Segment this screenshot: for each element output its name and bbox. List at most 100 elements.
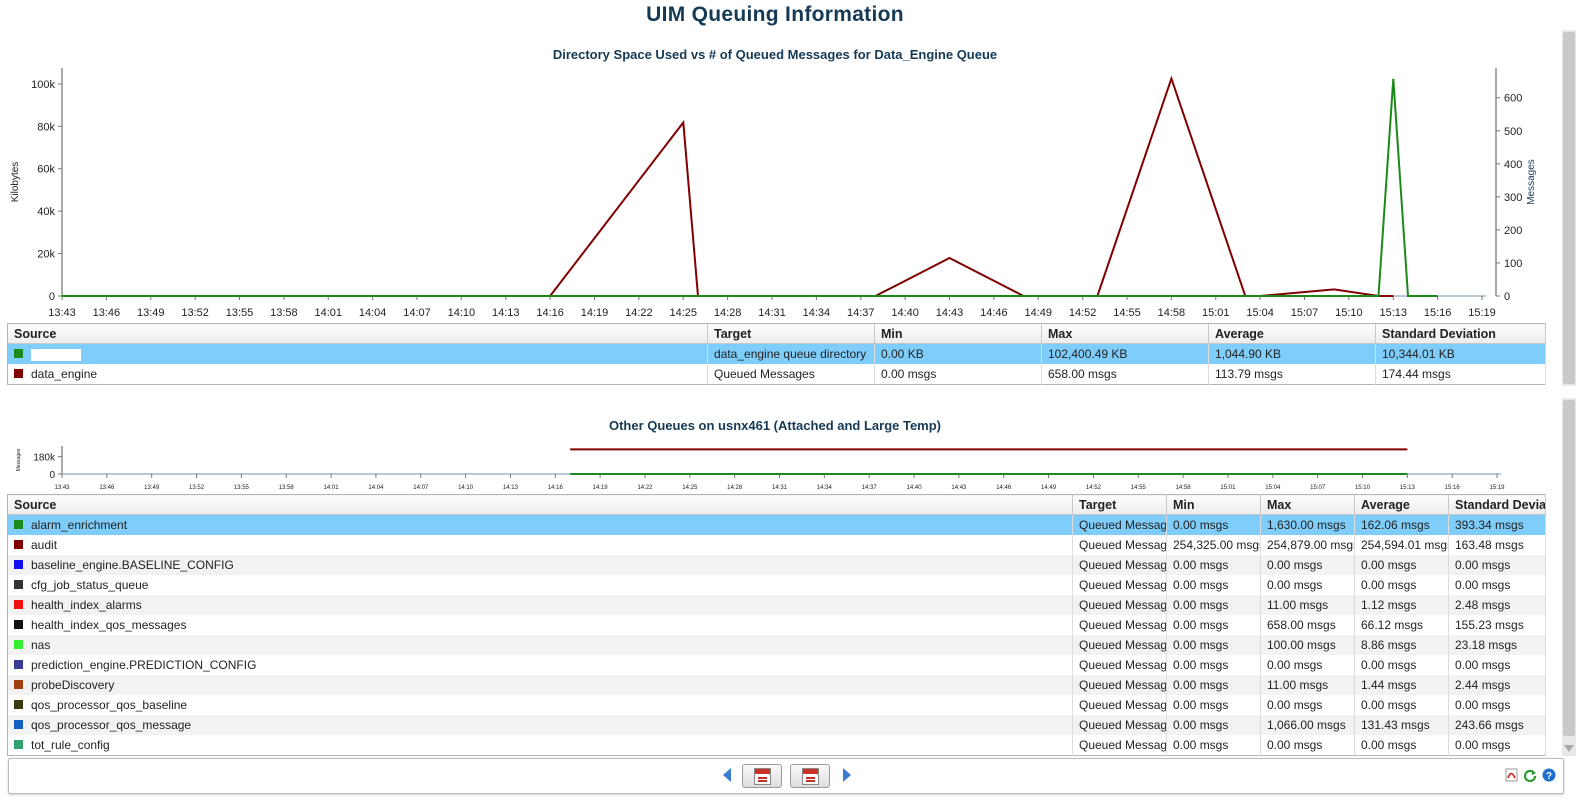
std-dev-cell: 10,344.01 KB	[1375, 343, 1546, 364]
x-tick-label: 14:10	[458, 485, 474, 491]
y-tick-label: 80k	[37, 121, 55, 133]
x-tick-label: 14:07	[403, 307, 431, 319]
x-tick-label: 15:04	[1265, 485, 1281, 491]
x-tick-label: 15:10	[1335, 307, 1363, 319]
chart2-plot: 13:43 13:46 13:49 13:52 13:55 13:58 14:01 14:04…	[16, 446, 1505, 491]
bottom-scrollbar-thumb[interactable]	[1563, 400, 1575, 736]
y2-tick-label: 600	[1504, 93, 1522, 105]
series-line	[62, 78, 1438, 297]
max-cell: 0.00 msgs	[1260, 735, 1355, 756]
average-cell: 162.06 msgs	[1354, 514, 1449, 535]
x-tick-label: 14:46	[980, 307, 1008, 319]
prev-arrow-icon[interactable]	[723, 768, 731, 782]
column-header[interactable]: Average	[1208, 323, 1376, 344]
column-header[interactable]: Standard Deviation	[1448, 494, 1546, 515]
table-row[interactable]: qos_processor_qos_baseline Queued Message…	[7, 695, 1546, 715]
top-scrollbar-thumb[interactable]	[1563, 32, 1575, 384]
max-cell: 0.00 msgs	[1260, 575, 1355, 595]
target-cell: Queued Messages	[1072, 675, 1167, 695]
column-header[interactable]: Min	[874, 323, 1042, 344]
scroll-down-icon[interactable]	[1564, 745, 1574, 752]
start-date-button[interactable]	[742, 764, 782, 788]
min-cell: 0.00 msgs	[1166, 675, 1261, 695]
table-row[interactable]: data_engine Queued Messages 0.00 msgs 658.0…	[7, 364, 1546, 385]
x-tick-label: 14:01	[324, 485, 340, 491]
column-header[interactable]: Standard Deviation	[1375, 323, 1546, 344]
y-tick-label: 0	[49, 291, 55, 303]
y2-tick-label: 300	[1504, 192, 1522, 204]
source-cell: cfg_job_status_queue	[7, 575, 1073, 595]
series-color-swatch	[14, 700, 23, 710]
std-dev-cell: 393.34 msgs	[1448, 514, 1546, 535]
min-cell: 0.00 msgs	[1166, 595, 1261, 615]
x-tick-label: 14:13	[492, 307, 520, 319]
source-cell: probeDiscovery	[7, 675, 1073, 695]
x-tick-label: 14:31	[772, 485, 788, 491]
chart1-stats-table: Source Target Min Max Average Standard Deviat…	[7, 323, 1546, 385]
help-icon[interactable]: ?	[1542, 768, 1556, 782]
min-cell: 0.00 msgs	[874, 364, 1042, 385]
max-cell: 1,630.00 msgs	[1260, 514, 1355, 535]
x-tick-label: 14:25	[669, 307, 697, 319]
bottom-scrollbar[interactable]	[1562, 398, 1576, 756]
source-label: audit	[31, 538, 58, 552]
top-scrollbar[interactable]	[1562, 30, 1576, 386]
series-color-swatch	[14, 540, 23, 550]
end-date-button[interactable]	[790, 764, 830, 788]
table-row[interactable]: baseline_engine.BASELINE_CONFIG Queued Me…	[7, 555, 1546, 575]
min-cell: 0.00 msgs	[1166, 615, 1261, 635]
target-cell: Queued Messages	[1072, 575, 1167, 595]
calendar-start-icon	[754, 768, 771, 785]
x-tick-label: 14:13	[503, 485, 519, 491]
x-tick-label: 14:43	[936, 307, 964, 319]
max-cell: 100.00 msgs	[1260, 635, 1355, 655]
table-row[interactable]: prediction_engine.PREDICTION_CONFIG Queue…	[7, 655, 1546, 675]
x-tick-label: 14:28	[714, 307, 742, 319]
series-color-swatch	[14, 580, 23, 590]
average-cell: 0.00 msgs	[1354, 555, 1449, 575]
table-row[interactable]: data_engine queue directory 0.00 KB 102,40…	[7, 343, 1546, 364]
next-arrow-icon[interactable]	[843, 768, 851, 782]
y-tick-label: 180k	[33, 453, 56, 464]
table-row[interactable]: audit Queued Messages254,325.00 msgs254,8…	[7, 535, 1546, 555]
average-cell: 0.00 msgs	[1354, 655, 1449, 675]
std-dev-cell: 0.00 msgs	[1448, 695, 1546, 715]
std-dev-cell: 0.00 msgs	[1448, 575, 1546, 595]
source-label: qos_processor_qos_message	[31, 718, 192, 732]
refresh-icon[interactable]	[1523, 768, 1537, 782]
column-header[interactable]: Target	[707, 323, 875, 344]
column-header[interactable]: Source	[7, 323, 708, 344]
series-color-swatch	[14, 660, 23, 670]
x-tick-label: 14:10	[448, 307, 476, 319]
column-header[interactable]: Target	[1072, 494, 1167, 515]
std-dev-cell: 155.23 msgs	[1448, 615, 1546, 635]
std-dev-cell: 243.66 msgs	[1448, 715, 1546, 735]
x-tick-label: 13:46	[93, 307, 121, 319]
average-cell: 8.86 msgs	[1354, 635, 1449, 655]
table-row[interactable]: health_index_qos_messages Queued Messages…	[7, 615, 1546, 635]
x-tick-label: 15:16	[1424, 307, 1452, 319]
series-color-swatch	[14, 680, 23, 690]
pdf-icon[interactable]	[1505, 768, 1519, 782]
average-cell: 0.00 msgs	[1354, 575, 1449, 595]
min-cell: 0.00 msgs	[1166, 555, 1261, 575]
series-color-swatch	[14, 369, 23, 379]
source-cell: baseline_engine.BASELINE_CONFIG	[7, 555, 1073, 575]
x-tick-label: 14:37	[862, 485, 878, 491]
source-cell: qos_processor_qos_baseline	[7, 695, 1073, 715]
column-header[interactable]: Max	[1260, 494, 1355, 515]
column-header[interactable]: Average	[1354, 494, 1449, 515]
column-header[interactable]: Min	[1166, 494, 1261, 515]
column-header[interactable]: Source	[7, 494, 1073, 515]
y2-tick-label: 0	[1504, 291, 1510, 303]
source-label: nas	[31, 638, 51, 652]
x-tick-label: 15:10	[1355, 485, 1371, 491]
table-row[interactable]: qos_processor_qos_message Queued Messages…	[7, 715, 1546, 735]
column-header[interactable]: Max	[1041, 323, 1209, 344]
